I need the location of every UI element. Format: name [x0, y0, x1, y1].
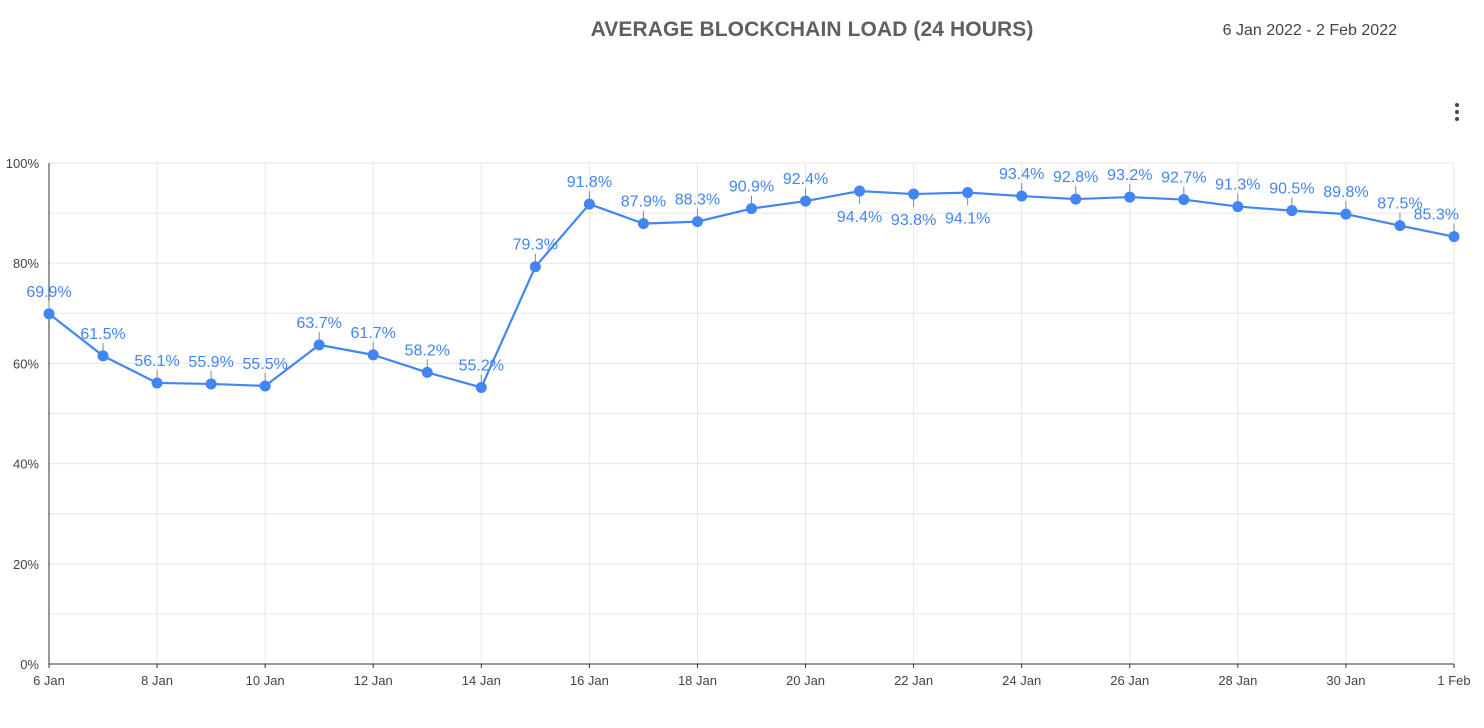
data-label: 94.4% — [837, 209, 882, 226]
x-tick-label: 20 Jan — [786, 673, 825, 688]
data-label: 56.1% — [134, 353, 179, 370]
data-label: 93.4% — [999, 166, 1044, 183]
x-tick-label: 22 Jan — [894, 673, 933, 688]
data-label: 91.8% — [567, 174, 612, 191]
data-label: 93.8% — [891, 212, 936, 229]
more-vert-icon[interactable] — [1446, 100, 1468, 124]
data-point — [313, 339, 325, 351]
data-point — [746, 203, 757, 215]
data-label: 93.2% — [1107, 167, 1152, 184]
data-label: 55.2% — [459, 357, 504, 374]
data-label: 79.3% — [513, 237, 558, 254]
data-point — [259, 380, 271, 392]
data-point — [151, 377, 163, 389]
data-label: 55.5% — [242, 356, 287, 373]
data-label: 63.7% — [297, 315, 342, 332]
x-tick-label: 28 Jan — [1218, 673, 1257, 688]
date-range[interactable]: 6 Jan 2022 - 2 Feb 2022 — [1222, 22, 1397, 39]
data-point — [583, 198, 595, 210]
data-point — [43, 308, 55, 320]
data-label: 55.9% — [188, 354, 233, 371]
data-point — [421, 366, 433, 378]
data-label: 89.8% — [1323, 184, 1368, 201]
data-point — [962, 187, 974, 199]
x-tick-label: 6 Jan — [33, 673, 65, 688]
x-tick-label: 24 Jan — [1002, 673, 1041, 688]
data-label: 85.3% — [1414, 207, 1459, 224]
data-point — [1232, 201, 1244, 213]
data-label: 92.7% — [1161, 170, 1206, 187]
data-point — [1286, 205, 1298, 217]
x-tick-label: 26 Jan — [1110, 673, 1149, 688]
x-tick-label: 10 Jan — [246, 673, 285, 688]
data-point — [637, 218, 649, 230]
data-label: 92.4% — [783, 171, 828, 188]
data-point — [908, 188, 920, 200]
x-tick-label: 1 Feb — [1437, 673, 1470, 688]
data-label: 61.5% — [80, 326, 125, 343]
data-label: 58.2% — [405, 342, 450, 359]
y-tick-label: 80% — [13, 256, 39, 271]
data-label: 90.5% — [1269, 181, 1314, 198]
y-tick-label: 60% — [13, 356, 39, 371]
data-label: 69.9% — [26, 284, 71, 301]
data-point — [1394, 220, 1406, 232]
x-tick-label: 30 Jan — [1326, 673, 1365, 688]
data-label: 92.8% — [1053, 169, 1098, 186]
data-label: 61.7% — [351, 325, 396, 342]
data-point — [205, 378, 217, 390]
data-point — [1016, 190, 1028, 202]
data-point — [529, 261, 541, 273]
x-tick-label: 8 Jan — [141, 673, 173, 688]
data-label: 87.9% — [621, 194, 666, 211]
data-point — [1070, 193, 1082, 205]
data-label: 90.9% — [729, 179, 774, 196]
data-point — [800, 195, 812, 207]
x-tick-label: 18 Jan — [678, 673, 717, 688]
data-point — [1448, 231, 1460, 243]
y-tick-label: 100% — [6, 156, 40, 171]
data-point — [1178, 194, 1190, 206]
data-point — [854, 185, 866, 197]
x-tick-label: 16 Jan — [570, 673, 609, 688]
x-tick-label: 14 Jan — [462, 673, 501, 688]
data-point — [1124, 191, 1136, 203]
data-label: 87.5% — [1377, 196, 1422, 213]
data-label: 94.1% — [945, 211, 990, 228]
data-point — [97, 350, 109, 362]
x-tick-label: 12 Jan — [354, 673, 393, 688]
y-tick-label: 0% — [20, 657, 39, 672]
data-point — [691, 216, 703, 228]
data-point — [1340, 208, 1352, 220]
y-tick-label: 20% — [13, 557, 39, 572]
data-label: 88.3% — [675, 192, 720, 209]
data-point — [475, 381, 487, 393]
y-tick-label: 40% — [13, 457, 39, 472]
chart-title: AVERAGE BLOCKCHAIN LOAD (24 HOURS) — [590, 18, 1034, 41]
data-label: 91.3% — [1215, 177, 1260, 194]
data-point — [367, 349, 379, 361]
